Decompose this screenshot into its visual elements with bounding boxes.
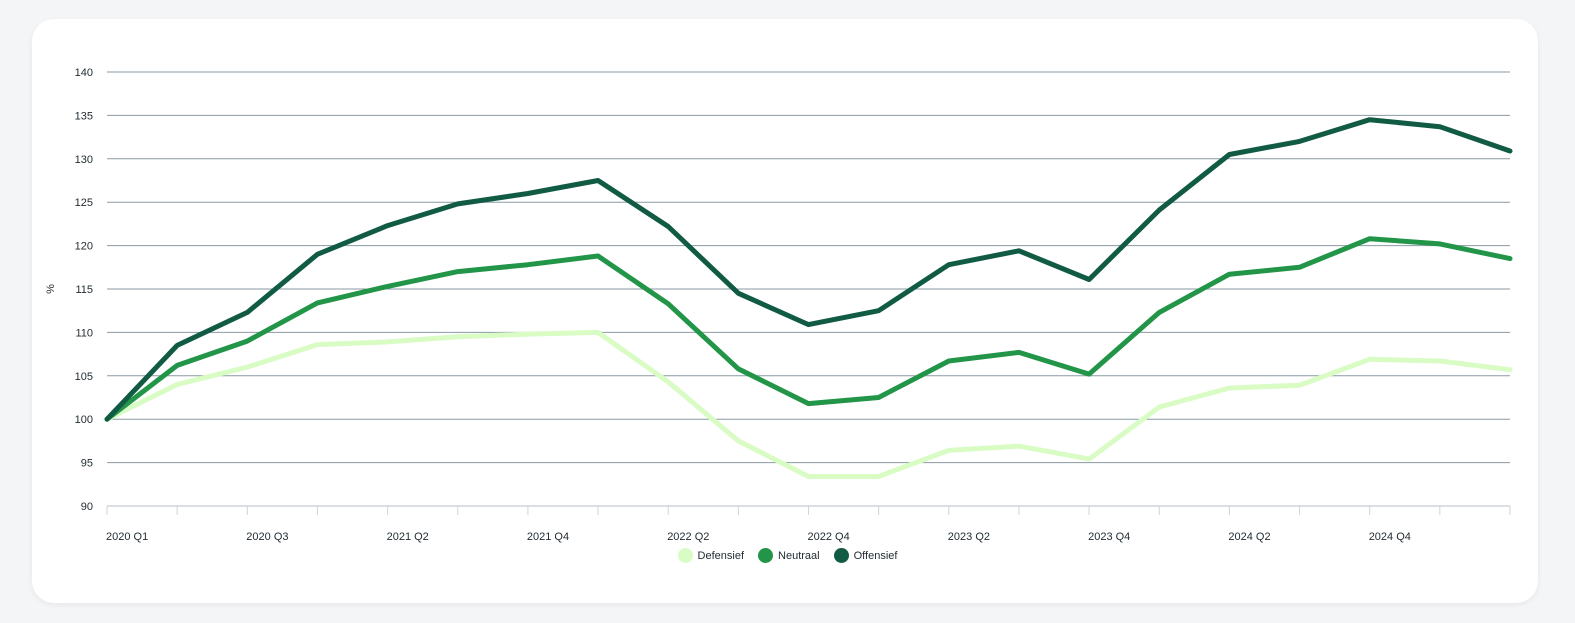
legend-label: Defensief (697, 549, 745, 562)
legend-item-neutraal[interactable]: Neutraal (758, 548, 820, 563)
series-line-offensief (104, 117, 1513, 422)
y-tick-label: 130 (75, 154, 93, 166)
y-tick-label: 90 (81, 501, 93, 513)
x-tick-label: 2023 Q4 (1088, 531, 1130, 543)
y-tick-label: 105 (75, 371, 93, 383)
series-line-defensief (104, 329, 1513, 479)
x-tick-label: 2022 Q2 (667, 531, 709, 543)
x-tick-label: 2024 Q4 (1369, 531, 1411, 543)
x-tick-label: 2021 Q2 (387, 531, 429, 543)
x-tick-label: 2020 Q3 (246, 531, 288, 543)
legend-item-defensief[interactable]: Defensief (677, 548, 745, 563)
y-tick-label: 100 (75, 414, 93, 426)
x-tick-label: 2020 Q1 (106, 531, 148, 543)
legend: Defensief Neutraal Offensief (0, 548, 1575, 563)
grid-lines (107, 71, 1510, 507)
x-tick-label: 2022 Q4 (808, 531, 850, 543)
y-tick-label: 135 (75, 110, 93, 122)
y-tick-label: 140 (75, 67, 93, 79)
x-tick-label: 2023 Q2 (948, 531, 990, 543)
y-tick-label: 110 (75, 327, 93, 339)
y-tick-label: 125 (75, 197, 93, 209)
y-tick-label: 115 (75, 284, 93, 296)
series-line-neutraal (104, 236, 1513, 422)
y-tick-label: 120 (75, 241, 93, 253)
x-tick-label: 2024 Q2 (1228, 531, 1270, 543)
x-tick-label: 2021 Q4 (527, 531, 569, 543)
y-tick-label: 95 (81, 458, 93, 470)
legend-swatch (833, 548, 849, 563)
series-lines (104, 117, 1513, 479)
legend-label: Neutraal (778, 549, 820, 562)
y-axis-ticks: 90 95 100 105 110 115 120 125 130 135 140 (75, 67, 93, 513)
legend-swatch (758, 548, 774, 563)
y-axis-label: % (45, 284, 57, 294)
legend-label: Offensief (853, 549, 898, 562)
legend-item-offensief[interactable]: Offensief (833, 548, 898, 563)
legend-swatch (677, 548, 693, 563)
x-axis: 2020 Q1 2020 Q3 2021 Q2 2021 Q4 2022 Q2 2022 … (106, 506, 1511, 543)
